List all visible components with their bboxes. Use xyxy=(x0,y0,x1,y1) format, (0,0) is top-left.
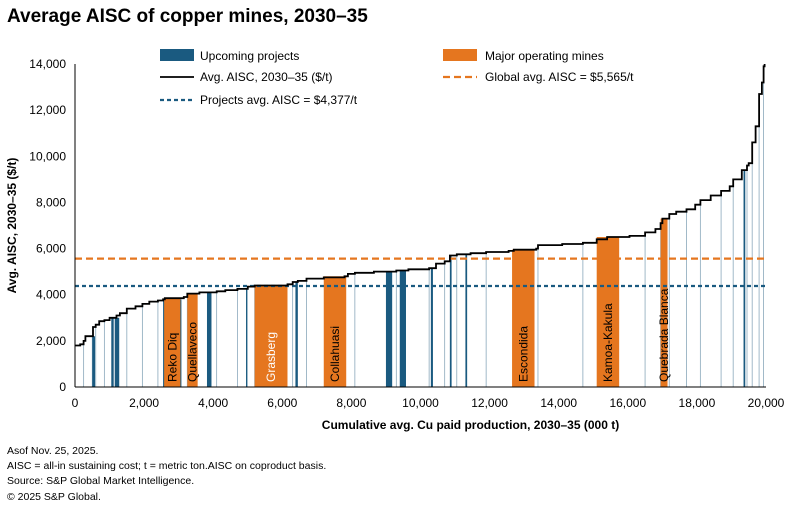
major-mine-label: Kamoa-Kakula xyxy=(601,303,615,382)
legend-major-swatch xyxy=(443,49,477,61)
major-mine-label: Escondida xyxy=(516,326,530,382)
project-bar xyxy=(114,317,120,387)
x-tick-label: 16,000 xyxy=(609,396,646,410)
project-bar xyxy=(399,270,406,387)
x-tick-label: 10,000 xyxy=(402,396,439,410)
y-tick-label: 8,000 xyxy=(36,195,66,209)
footnote-date: Asof Nov. 25, 2025. xyxy=(7,445,99,457)
project-bar xyxy=(449,255,452,387)
legend-global-avg-label: Global avg. AISC = $5,565/t xyxy=(485,70,634,84)
major-mine-bar xyxy=(187,293,198,387)
major-mine-bar xyxy=(660,218,668,387)
y-tick-label: 0 xyxy=(59,380,66,394)
x-tick-label: 14,000 xyxy=(540,396,577,410)
y-tick-label: 14,000 xyxy=(29,57,66,71)
major-mine-bar xyxy=(512,249,535,387)
aisc-cost-curve xyxy=(75,64,766,347)
project-bar xyxy=(295,282,298,387)
footnote-definition: AISC = all-in sustaining cost; t = metri… xyxy=(7,460,327,473)
axes-layer: 0 2,000 4,000 6,000 8,000 10,000 12,000 14,000 1… xyxy=(5,57,785,432)
legend-curve-label: Avg. AISC, 2030–35 ($/t) xyxy=(200,70,333,84)
major-mine-bar xyxy=(254,285,288,387)
project-bar xyxy=(246,288,248,387)
y-tick-label: 12,000 xyxy=(29,103,66,117)
project-bar xyxy=(206,292,212,387)
legend-projects-avg-label: Projects avg. AISC = $4,377/t xyxy=(200,93,358,107)
major-mine-bar xyxy=(323,276,347,387)
y-tick-label: 10,000 xyxy=(29,149,66,163)
major-mine-label: Grasberg xyxy=(264,332,278,382)
x-tick-label: 6,000 xyxy=(267,396,297,410)
copper-cost-curve-chart: 0 2,000 4,000 6,000 8,000 10,000 12,000 14,000 1… xyxy=(5,49,785,432)
footnotes: Asof Nov. 25, 2025. AISC = all-in sustai… xyxy=(7,444,326,505)
major-mine-label: Reko Diq xyxy=(165,333,179,382)
y-axis-title: Avg. AISC, 2030–35 ($/t) xyxy=(5,158,19,294)
major-mine-bar xyxy=(164,298,181,387)
x-tick-label: 12,000 xyxy=(471,396,508,410)
curve-layer xyxy=(75,64,766,347)
project-bar xyxy=(430,268,433,387)
x-tick-label: 0 xyxy=(72,396,79,410)
legend-upcoming-swatch xyxy=(160,49,194,61)
project-bar xyxy=(385,271,393,387)
y-tick-label: 6,000 xyxy=(36,242,66,256)
x-axis-title: Cumulative avg. Cu paid production, 2030… xyxy=(322,418,619,432)
legend: Upcoming projects Major operating mines Av… xyxy=(160,49,634,107)
y-tick-label: 4,000 xyxy=(36,288,66,302)
footnote-copyright: © 2025 S&P Global. xyxy=(7,490,101,503)
project-bar xyxy=(111,317,114,387)
major-mine-bar xyxy=(596,237,620,387)
project-bar xyxy=(465,254,468,387)
x-tick-label: 8,000 xyxy=(336,396,366,410)
x-tick-label: 18,000 xyxy=(679,396,716,410)
footnote-source: Source: S&P Global Market Intelligence. xyxy=(7,475,195,488)
x-tick-label: 4,000 xyxy=(198,396,228,410)
major-mines-layer xyxy=(164,218,668,387)
x-tick-label: 20,000 xyxy=(748,396,785,410)
average-lines-layer xyxy=(75,257,766,288)
legend-upcoming-label: Upcoming projects xyxy=(200,49,299,63)
major-mine-label: Quellaveco xyxy=(185,322,199,382)
chart-title: Average AISC of copper mines, 2030–35 xyxy=(7,6,368,27)
major-mine-label: Quebrada Blanca xyxy=(657,288,671,382)
major-mine-label: Collahuasi xyxy=(328,326,342,382)
legend-major-label: Major operating mines xyxy=(485,49,604,63)
y-tick-label: 2,000 xyxy=(36,334,66,348)
project-bar xyxy=(743,170,746,387)
project-bar xyxy=(92,336,96,387)
x-tick-label: 2,000 xyxy=(129,396,159,410)
mine-labels-layer: Reko Diq Quellaveco Grasberg Collahuasi Esco… xyxy=(165,288,671,382)
